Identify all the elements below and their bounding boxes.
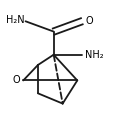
Text: NH₂: NH₂ (84, 50, 103, 60)
Text: H₂N: H₂N (6, 15, 24, 25)
Text: O: O (12, 75, 20, 85)
Text: O: O (84, 16, 92, 26)
